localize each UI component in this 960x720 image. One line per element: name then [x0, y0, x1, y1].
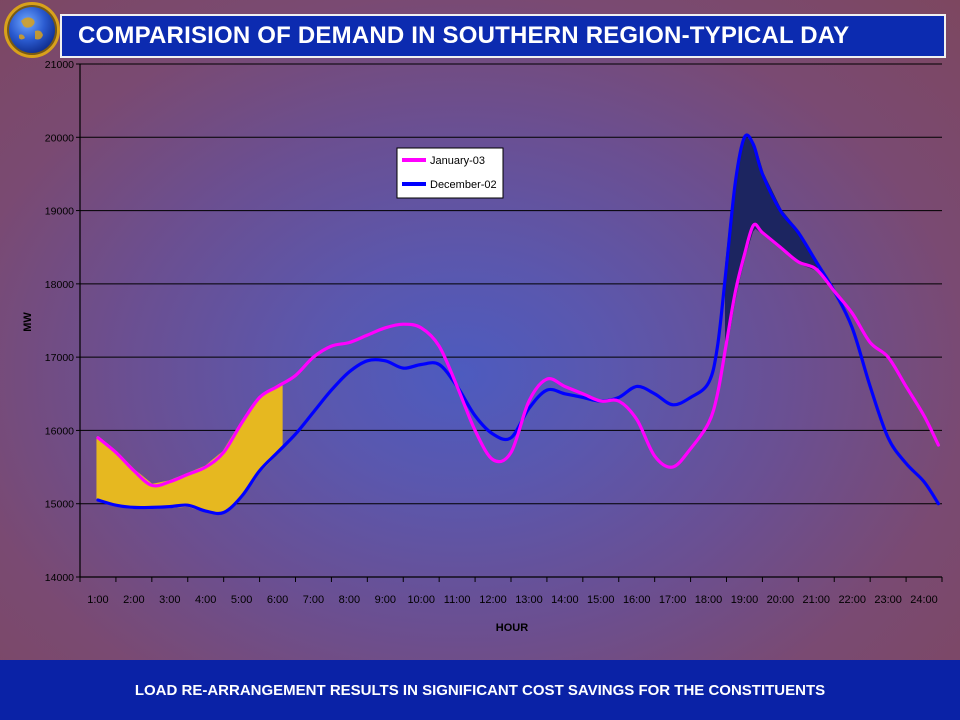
x-tick-label: 8:00: [339, 594, 360, 606]
chart-legend: January-03 December-02: [396, 147, 504, 199]
x-tick-label: 12:00: [479, 594, 507, 606]
x-axis-title: HOUR: [496, 622, 528, 634]
series-line-jan: [96, 222, 941, 488]
x-tick-label: 24:00: [910, 594, 938, 606]
x-tick-label: 7:00: [303, 594, 324, 606]
legend-label-dec: December-02: [430, 179, 497, 191]
x-tick-label: 4:00: [195, 594, 216, 606]
x-tick-label: 16:00: [623, 594, 651, 606]
x-tick-label: 23:00: [874, 594, 902, 606]
x-tick-label: 20:00: [767, 594, 795, 606]
x-tick-label: 9:00: [375, 594, 396, 606]
x-tick-label: 3:00: [159, 594, 180, 606]
demand-line-chart: 14000 15000 16000 17000 18000 19000 20000 21000…: [22, 59, 943, 634]
x-tick-label: 21:00: [803, 594, 831, 606]
y-tick-label: 16000: [45, 425, 74, 437]
x-tick-label: 22:00: [838, 594, 866, 606]
y-tick-label: 18000: [45, 279, 74, 291]
y-tick-label: 17000: [45, 352, 74, 364]
y-tick-label: 20000: [45, 132, 74, 144]
x-tick-label: 11:00: [444, 594, 471, 606]
x-tick-label: 15:00: [587, 594, 615, 606]
page-title: COMPARISION OF DEMAND IN SOUTHERN REGION…: [60, 14, 946, 58]
x-tick-label: 19:00: [731, 594, 759, 606]
y-axis-title: MW: [22, 312, 34, 332]
x-tick-label: 17:00: [659, 594, 687, 606]
x-tick-label: 5:00: [231, 594, 252, 606]
x-tick-label: 10:00: [407, 594, 435, 606]
x-tick-label: 13:00: [515, 594, 543, 606]
footer-caption: LOAD RE-ARRANGEMENT RESULTS IN SIGNIFICA…: [0, 660, 960, 720]
y-tick-label: 15000: [45, 499, 74, 511]
x-tick-label: 2:00: [123, 594, 144, 606]
x-tick-label: 6:00: [267, 594, 288, 606]
x-tick-label: 1:00: [87, 594, 108, 606]
y-tick-label: 14000: [45, 572, 74, 584]
legend-label-jan: January-03: [430, 155, 485, 167]
series-line-dec: [96, 133, 941, 516]
x-tick-label: 14:00: [551, 594, 579, 606]
y-tick-label: 19000: [45, 206, 74, 218]
globe-logo-icon: [4, 2, 60, 58]
y-tick-label: 21000: [45, 59, 74, 71]
x-tick-label: 18:00: [695, 594, 723, 606]
